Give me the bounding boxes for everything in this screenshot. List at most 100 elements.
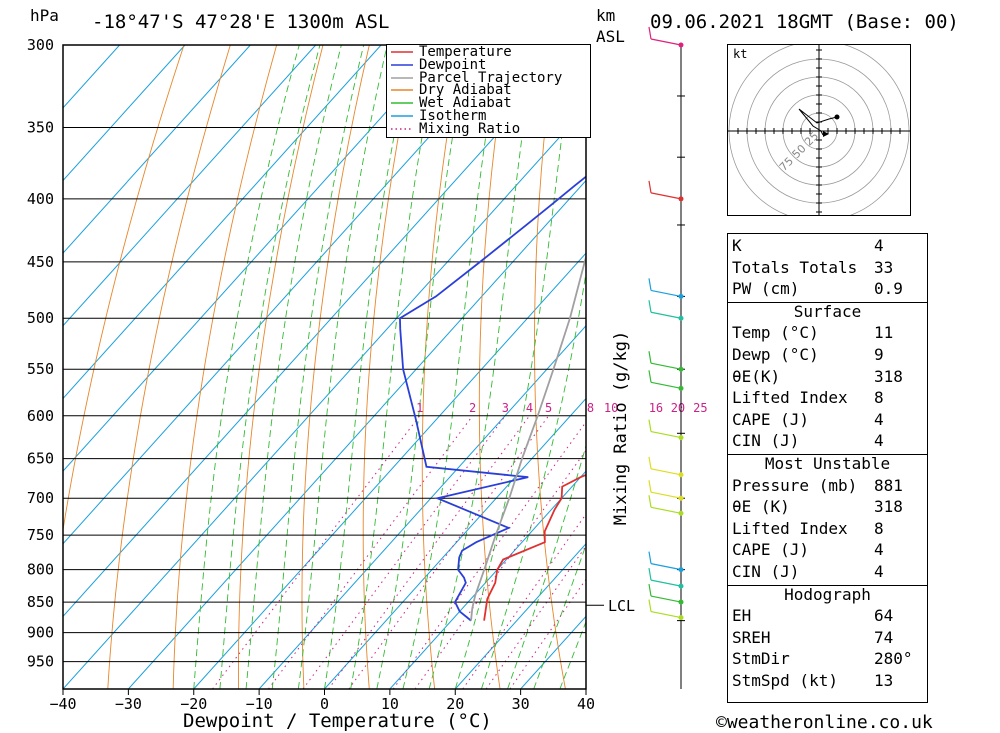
table-divider <box>728 584 927 586</box>
isotherm-line <box>63 45 120 109</box>
index-value: 8 <box>874 518 884 538</box>
wet-adiabat-line <box>533 543 586 689</box>
wind-barb-staff <box>650 506 682 514</box>
index-key: Pressure (mb) <box>732 475 858 495</box>
wind-barb-staff <box>650 610 682 619</box>
x-tick-label: 10 <box>381 695 399 713</box>
legend-swatch <box>391 51 413 53</box>
mixing-ratio-label: 25 <box>693 401 707 415</box>
km-label: km <box>596 6 616 25</box>
wind-barb-flag <box>648 370 652 383</box>
x-tick-label: 30 <box>512 695 530 713</box>
mixing-ratio-line <box>302 415 506 689</box>
index-key: Temp (°C) <box>732 323 819 343</box>
legend-label: Parcel Trajectory <box>419 69 563 86</box>
legend-box: Temperature Dewpoint Parcel Trajectory Dry … <box>386 44 591 138</box>
wind-barb-flag <box>648 419 652 432</box>
legend-label: Mixing Ratio <box>419 120 521 137</box>
isotherm-line <box>63 45 186 182</box>
x-axis-label: Dewpoint / Temperature (°C) <box>183 710 492 732</box>
index-value: 280° <box>874 649 913 669</box>
wind-barb-staff <box>650 311 682 319</box>
index-value: 4 <box>874 540 884 560</box>
legend-item: Isotherm <box>391 109 486 123</box>
mixing-ratio-label: 20 <box>671 401 685 415</box>
lcl-label: LCL <box>608 597 635 615</box>
mixing-ratio-axis-label: Mixing Ratio (g/kg) <box>611 330 631 526</box>
isotherm-line <box>63 45 578 618</box>
x-tick-label: −10 <box>246 695 273 713</box>
index-key: θE(K) <box>732 366 781 386</box>
index-value: 74 <box>874 627 894 647</box>
wind-barb-flag <box>648 180 652 193</box>
x-tick-label: −30 <box>115 695 142 713</box>
dry-adiabat-line <box>362 45 417 689</box>
storm-motion-arrow <box>823 131 829 137</box>
pressure-tick-label: 550 <box>27 360 54 378</box>
x-tick-label: 0 <box>320 695 329 713</box>
index-row: CIN (J) 4 <box>732 562 923 583</box>
pressure-tick-label: 850 <box>27 593 54 611</box>
index-key: PW (cm) <box>732 279 800 299</box>
pressure-tick-label: 950 <box>27 653 54 671</box>
index-row: Totals Totals 33 <box>732 258 923 279</box>
wind-barb-flag <box>648 599 652 612</box>
legend-item: Wet Adiabat <box>391 95 512 112</box>
credit-text: ©weatheronline.co.uk <box>716 712 933 733</box>
legend-swatch <box>391 89 413 92</box>
pressure-tick-label: 300 <box>27 36 54 54</box>
legend-label: Dewpoint <box>419 56 487 73</box>
wet-adiabat-line <box>376 45 469 689</box>
legend-item: Dry Adiabat <box>391 83 512 97</box>
temperature-profile <box>483 473 586 621</box>
legend-item: Parcel Trajectory <box>391 69 563 86</box>
wind-barb-staff <box>650 192 682 200</box>
x-tick-label: −40 <box>49 695 76 713</box>
wet-adiabat-line <box>480 270 586 689</box>
hodograph-ring-label: 50 <box>790 142 809 161</box>
isotherm-line <box>454 542 586 689</box>
isotherm-line <box>389 470 586 689</box>
isotherm-line <box>63 45 382 400</box>
legend-label: Wet Adiabat <box>419 95 512 112</box>
index-row: Lifted Index 8 <box>732 519 923 540</box>
index-value: 8 <box>874 388 884 408</box>
index-row: CAPE (J) 4 <box>732 540 923 561</box>
x-tick-label: 20 <box>446 695 464 713</box>
index-row: StmDir 280° <box>732 649 923 670</box>
wind-barb-staff <box>650 491 682 499</box>
hodograph-trace <box>798 108 838 136</box>
index-value: 4 <box>874 409 884 429</box>
index-value: 881 <box>874 475 903 495</box>
index-key: Lifted Index <box>732 518 848 538</box>
mixing-ratio-label: 10 <box>604 401 618 415</box>
hodograph-point <box>834 114 840 120</box>
table-divider <box>728 454 927 455</box>
wet-adiabat-line <box>428 45 536 689</box>
dewpoint-profile <box>399 175 586 622</box>
wind-barb-staff <box>650 468 682 476</box>
pressure-tick-label: 450 <box>27 253 54 271</box>
mixing-ratio-line <box>328 415 530 689</box>
index-key: CIN (J) <box>732 562 800 581</box>
index-value: 318 <box>874 497 903 517</box>
isotherm-line <box>324 397 586 689</box>
table-section-title: Hodograph <box>784 584 871 604</box>
index-value: 0.9 <box>874 279 903 299</box>
pressure-tick-label: 800 <box>27 561 54 579</box>
index-row: SREH 74 <box>732 628 923 649</box>
hodograph-box: kt 25 50 75 <box>727 44 911 216</box>
legend-item: Temperature <box>391 45 512 59</box>
mixing-ratio-line <box>509 578 586 689</box>
wind-barb-flag <box>648 495 652 508</box>
mixing-ratio-label: 2 <box>469 401 476 415</box>
index-value: 4 <box>874 431 884 451</box>
legend-swatch <box>391 115 413 117</box>
table-divider <box>728 301 927 303</box>
index-key: K <box>732 236 742 255</box>
index-row: θE (K) 318 <box>732 497 923 518</box>
pressure-tick-label: 400 <box>27 190 54 208</box>
index-value: 4 <box>874 236 884 255</box>
